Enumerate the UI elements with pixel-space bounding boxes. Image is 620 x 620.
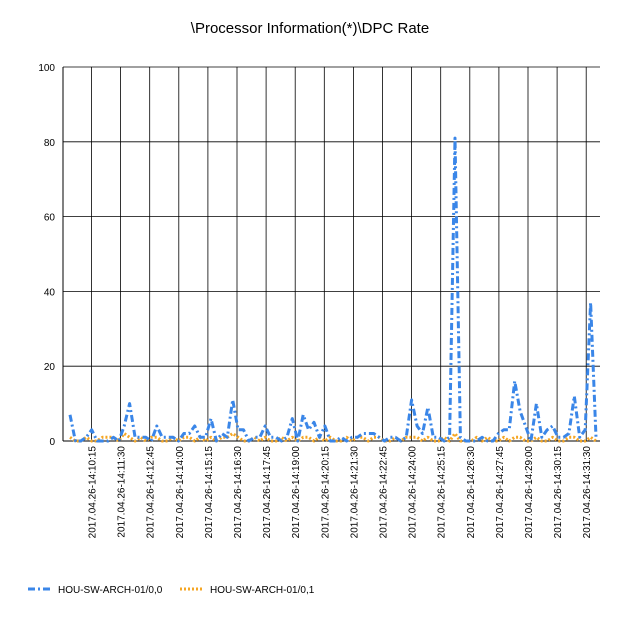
- x-tick-label: 2017.04.26-14:11:30: [117, 446, 128, 538]
- x-tick-label: 2017.04.26-14:17:45: [262, 446, 273, 539]
- x-tick-label: 2017.04.26-14:19:00: [291, 446, 302, 539]
- x-tick-label: 2017.04.26-14:16:30: [233, 446, 244, 539]
- y-tick-label: 0: [49, 437, 55, 448]
- y-tick-label: 80: [44, 138, 56, 149]
- y-tick-label: 20: [44, 362, 56, 373]
- x-tick-label: 2017.04.26-14:29:00: [524, 446, 535, 539]
- chart-title: \Processor Information(*)\DPC Rate: [190, 20, 430, 37]
- x-tick-label: 2017.04.26-14:26:30: [466, 446, 477, 539]
- y-tick-label: 100: [38, 63, 55, 74]
- x-tick-label: 2017.04.26-14:31:30: [582, 446, 593, 539]
- x-tick-label: 2017.04.26-14:12:45: [146, 446, 157, 539]
- legend-label: HOU-SW-ARCH-01/0,0: [58, 585, 163, 596]
- x-tick-label: 2017.04.26-14:10:15: [88, 446, 99, 539]
- y-tick-label: 60: [44, 213, 56, 224]
- x-tick-label: 2017.04.26-14:21:30: [349, 446, 360, 539]
- x-tick-label: 2017.04.26-14:25:15: [437, 446, 448, 539]
- series-line: [69, 432, 597, 443]
- x-tick-label: 2017.04.26-14:14:00: [175, 446, 186, 539]
- x-tick-label: 2017.04.26-14:20:15: [320, 446, 331, 539]
- x-tick-label: 2017.04.26-14:15:15: [204, 446, 215, 539]
- y-tick-label: 40: [44, 287, 56, 298]
- x-tick-label: 2017.04.26-14:30:15: [553, 446, 564, 539]
- x-tick-label: 2017.04.26-14:24:00: [408, 446, 419, 539]
- series-line: [68, 136, 598, 443]
- legend-label: HOU-SW-ARCH-01/0,1: [210, 585, 315, 596]
- x-tick-label: 2017.04.26-14:22:45: [379, 446, 390, 539]
- x-tick-label: 2017.04.26-14:27:45: [495, 446, 506, 539]
